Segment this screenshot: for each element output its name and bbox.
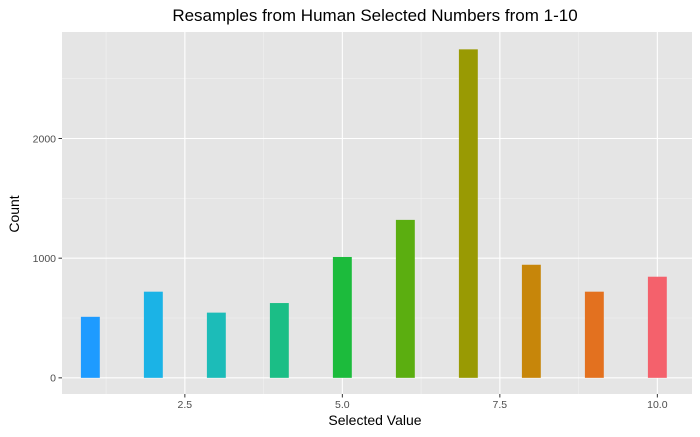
- bar-3: [206, 312, 226, 378]
- y-tick-label: 1000: [33, 253, 57, 265]
- bar-8: [521, 264, 541, 378]
- bar-10: [647, 276, 667, 378]
- x-axis: 2.5 5.0 7.5 10.0: [178, 394, 668, 411]
- x-tick-label: 10.0: [647, 399, 668, 411]
- x-tick-label: 2.5: [178, 399, 193, 411]
- bar-6: [395, 219, 415, 378]
- bars: [80, 49, 667, 378]
- y-tick-label: 0: [50, 373, 56, 385]
- bar-5: [332, 256, 352, 378]
- y-axis-label: Count: [6, 195, 22, 232]
- bar-1: [80, 316, 100, 378]
- x-axis-label: Selected Value: [328, 412, 421, 428]
- bar-9: [584, 291, 604, 378]
- bar-4: [269, 303, 289, 378]
- x-tick-label: 5.0: [335, 399, 350, 411]
- y-tick-label: 2000: [33, 133, 57, 145]
- x-tick-label: 7.5: [493, 399, 508, 411]
- y-axis: 0 1000 2000: [33, 133, 62, 385]
- bar-7: [458, 49, 478, 378]
- chart-title: Resamples from Human Selected Numbers fr…: [172, 6, 577, 25]
- bar-2: [143, 291, 163, 378]
